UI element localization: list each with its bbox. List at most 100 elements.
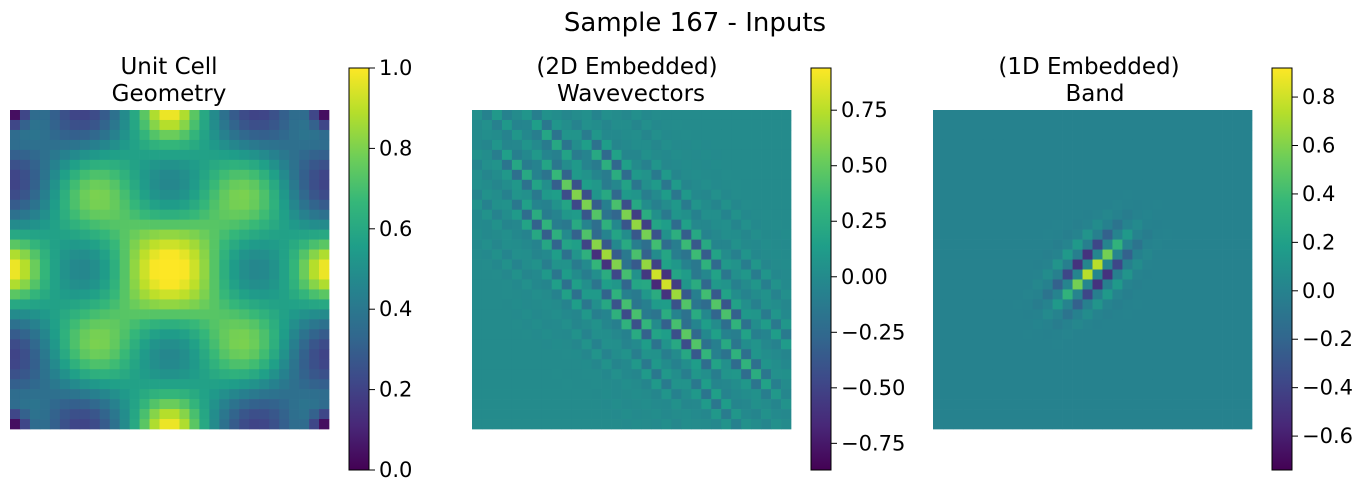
heatmap-cell [982, 110, 994, 121]
heatmap-cell [259, 129, 270, 141]
heatmap-cell [1112, 359, 1123, 370]
heatmap-cell [99, 209, 111, 221]
heatmap-cell [1092, 179, 1103, 191]
heatmap-cell [781, 149, 792, 161]
heatmap-cell [771, 219, 782, 230]
heatmap-cell [681, 159, 692, 171]
heatmap-cell [1112, 389, 1123, 400]
heatmap-cell [59, 139, 71, 151]
heatmap-cell [1132, 299, 1143, 310]
heatmap-cell [259, 119, 270, 131]
heatmap-cell [751, 329, 762, 340]
heatmap-cell [109, 239, 121, 250]
heatmap-cell [681, 309, 692, 320]
heatmap-cell [59, 349, 71, 360]
heatmap-cell [611, 149, 622, 161]
heatmap-cell [561, 269, 573, 280]
heatmap-cell [1112, 139, 1123, 151]
heatmap-cell [309, 319, 320, 330]
heatmap-cell [681, 179, 692, 191]
heatmap-cell [751, 229, 762, 240]
heatmap-cell [59, 279, 71, 290]
heatmap-cell [1082, 409, 1093, 420]
heatmap-cell [781, 110, 792, 121]
heatmap-cell [481, 369, 493, 380]
heatmap-cell [1132, 279, 1143, 290]
heatmap-cell [631, 249, 642, 260]
heatmap-cell [1242, 209, 1253, 221]
heatmap-cell [472, 159, 483, 171]
heatmap-cell [319, 259, 330, 270]
heatmap-cell [1172, 389, 1183, 400]
heatmap-cell [29, 389, 41, 400]
heatmap-cell [501, 289, 513, 300]
heatmap-cell [952, 349, 964, 360]
heatmap-cell [761, 419, 772, 430]
heatmap-cell [781, 259, 792, 270]
heatmap-cell [299, 339, 310, 350]
heatmap-cell [269, 269, 280, 280]
heatmap-cell [561, 329, 573, 340]
heatmap-cell [1032, 319, 1044, 330]
heatmap-cell [501, 219, 513, 230]
heatmap-cell [319, 129, 330, 141]
heatmap-cell [1142, 209, 1153, 221]
heatmap-cell [1072, 229, 1083, 240]
heatmap-cell [239, 110, 250, 121]
heatmap-cell [1102, 169, 1113, 181]
heatmap-cell [1152, 219, 1163, 230]
heatmap-cell [19, 189, 31, 201]
heatmap-cell [591, 239, 602, 250]
heatmap-cell [691, 339, 702, 350]
heatmap-cell [731, 229, 742, 240]
heatmap-cell [229, 129, 240, 141]
heatmap-cell [1192, 259, 1203, 270]
heatmap-cell [179, 209, 190, 221]
heatmap-cell [741, 319, 752, 330]
heatmap-cell [299, 219, 310, 230]
heatmap-cell [289, 149, 300, 161]
heatmap-cell [1192, 219, 1203, 230]
heatmap-cell [189, 379, 200, 390]
heatmap-cell [1062, 119, 1073, 131]
heatmap-cell [99, 419, 111, 430]
heatmap-cell [1032, 219, 1044, 230]
heatmap-cell [982, 219, 994, 230]
heatmap-cell [1192, 319, 1203, 330]
heatmap-cell [179, 129, 190, 141]
heatmap-cell [1122, 239, 1133, 250]
heatmap-cell [581, 259, 592, 270]
heatmap-cell [1032, 179, 1044, 191]
heatmap-cell [1092, 119, 1103, 131]
heatmap-cell [179, 249, 190, 260]
heatmap-cell [89, 129, 101, 141]
heatmap-cell [69, 239, 81, 250]
heatmap-cell [259, 319, 270, 330]
heatmap-cell [581, 309, 592, 320]
heatmap-cell [129, 319, 140, 330]
heatmap-cell [1012, 409, 1024, 420]
heatmap-cell [681, 399, 692, 410]
heatmap-cell [1102, 339, 1113, 350]
heatmap-cell [511, 199, 523, 211]
heatmap-cell [249, 110, 260, 121]
heatmap-cell [761, 279, 772, 290]
heatmap-cell [611, 409, 622, 420]
heatmap-cell [1202, 139, 1213, 151]
heatmap-cell [591, 149, 602, 161]
heatmap-cell [1152, 229, 1163, 240]
heatmap-cell [531, 319, 543, 330]
heatmap-cell [761, 359, 772, 370]
heatmap-cell [249, 179, 260, 191]
heatmap-cell [781, 139, 792, 151]
heatmap-cell [651, 299, 662, 310]
heatmap-cell [1232, 379, 1243, 390]
heatmap-cell [1112, 409, 1123, 420]
heatmap-cell [79, 110, 91, 121]
heatmap-cell [59, 149, 71, 161]
heatmap-cell [1032, 139, 1044, 151]
heatmap-cell [1142, 379, 1153, 390]
heatmap-cell [209, 319, 220, 330]
heatmap-cell [1042, 199, 1053, 211]
heatmap-cell [1022, 159, 1034, 171]
